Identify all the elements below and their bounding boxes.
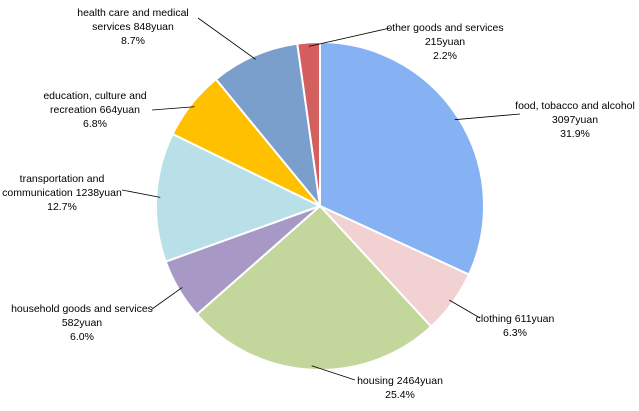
value-label: 611yuan	[514, 313, 555, 325]
value-label: 664yuan	[99, 104, 140, 116]
leader-line	[151, 287, 183, 310]
slice-label: food, tobacco and alcohol 3097yuan 31.9%	[505, 99, 639, 141]
slice-label: health care and medical services 848yuan…	[71, 6, 196, 48]
value-label: 1238yuan	[75, 187, 122, 199]
slice-label: education, culture and recreation 664yua…	[35, 89, 155, 131]
pie-slice	[214, 42, 322, 210]
leader-line	[151, 106, 195, 111]
category-label: education, culture and recreation	[43, 90, 147, 116]
slice-label: household goods and services 582yuan 6.0%	[7, 302, 157, 344]
leader-line	[197, 17, 257, 60]
percentage-label: 6.3%	[503, 327, 527, 339]
pie-slice	[319, 40, 485, 276]
value-label: 2464yuan	[396, 375, 443, 387]
slice-label: housing 2464yuan 25.4%	[340, 374, 460, 402]
percentage-label: 6.8%	[83, 118, 107, 130]
category-label: health care and medical services	[77, 7, 189, 33]
leader-line	[121, 189, 161, 198]
percentage-label: 12.7%	[47, 201, 77, 213]
percentage-label: 25.4%	[385, 389, 415, 401]
slice-label: transportation and communication 1238yua…	[0, 172, 125, 214]
leader-line	[308, 27, 391, 47]
leader-line	[454, 113, 521, 121]
leader-line	[449, 299, 481, 319]
category-label: transportation and communication	[2, 173, 105, 199]
value-label: 3097yuan	[551, 114, 599, 126]
pie-slice	[296, 40, 321, 207]
category-label: household goods and services	[11, 303, 153, 315]
slice-label: clothing 611yuan 6.3%	[455, 312, 575, 340]
leader-line	[311, 365, 356, 381]
pie-slice	[155, 132, 323, 263]
value-label: 582yuan	[61, 317, 103, 329]
percentage-label: 8.7%	[121, 35, 145, 47]
category-label: other goods and services	[386, 22, 504, 34]
percentage-label: 31.9%	[560, 128, 590, 140]
category-label: food, tobacco and alcohol	[515, 100, 635, 112]
value-label: 215yuan	[424, 36, 466, 48]
percentage-label: 2.2%	[433, 50, 457, 62]
slice-label: other goods and services 215yuan 2.2%	[380, 21, 510, 63]
category-label: clothing	[475, 313, 512, 325]
pie-slice	[195, 204, 433, 371]
percentage-label: 6.0%	[70, 331, 94, 343]
value-label: 848yuan	[133, 21, 174, 33]
category-label: housing	[357, 375, 394, 387]
